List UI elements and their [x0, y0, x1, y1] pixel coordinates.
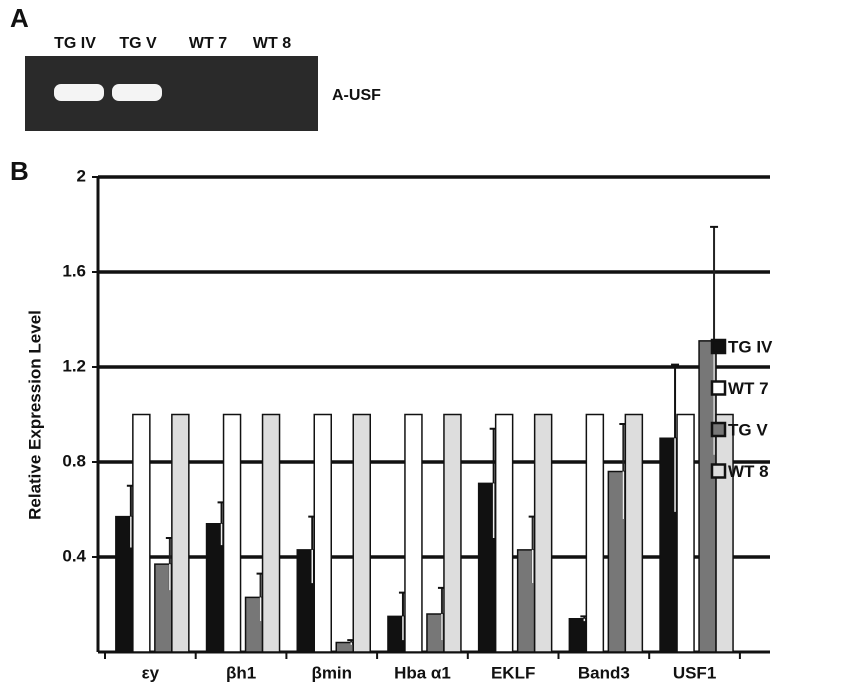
legend-swatch [712, 465, 725, 478]
bar [405, 415, 422, 653]
bar [569, 619, 586, 652]
x-tick-label: βh1 [226, 663, 256, 682]
y-tick-label: 1.2 [62, 356, 86, 375]
y-tick-label: 1.6 [62, 261, 86, 280]
x-tick-label: Hba α1 [394, 663, 451, 682]
bar [586, 415, 603, 653]
bar [677, 415, 694, 653]
y-tick-label: 2 [77, 166, 86, 185]
bar [314, 415, 331, 653]
bar [353, 415, 370, 653]
gel-band [54, 84, 104, 101]
x-tick-label: EKLF [491, 663, 535, 682]
y-tick-label: 0.4 [62, 546, 86, 565]
legend-label: WT 7 [728, 379, 769, 398]
lane-label: WT 8 [253, 35, 291, 52]
legend-swatch [712, 340, 725, 353]
x-tick-label: εy [142, 663, 160, 682]
x-tick-label: Band3 [578, 663, 630, 682]
band-label: A-USF [332, 87, 381, 104]
bar [535, 415, 552, 653]
bar [133, 415, 150, 653]
y-axis-label: Relative Expression Level [25, 310, 44, 520]
lane-label: WT 7 [189, 35, 227, 52]
lane-label: TG IV [54, 35, 96, 52]
bar [716, 415, 733, 653]
bar [172, 415, 189, 653]
gel-band [112, 84, 162, 101]
y-tick-label: 0.8 [62, 451, 86, 470]
legend-label: TG IV [728, 337, 773, 356]
bar [625, 415, 642, 653]
bar [496, 415, 513, 653]
x-tick-label: βmin [311, 663, 352, 682]
panel-label: B [10, 156, 29, 186]
figure: A A-USF B Relative Expression Level TG I… [0, 0, 841, 696]
x-tick-label: USF1 [673, 663, 716, 682]
bar [224, 415, 241, 653]
panel-label: A [10, 3, 29, 33]
legend-swatch [712, 423, 725, 436]
bar [263, 415, 280, 653]
legend-swatch [712, 382, 725, 395]
bar [444, 415, 461, 653]
legend-label: TG V [728, 420, 768, 439]
lane-label: TG V [119, 35, 157, 52]
legend-label: WT 8 [728, 462, 769, 481]
